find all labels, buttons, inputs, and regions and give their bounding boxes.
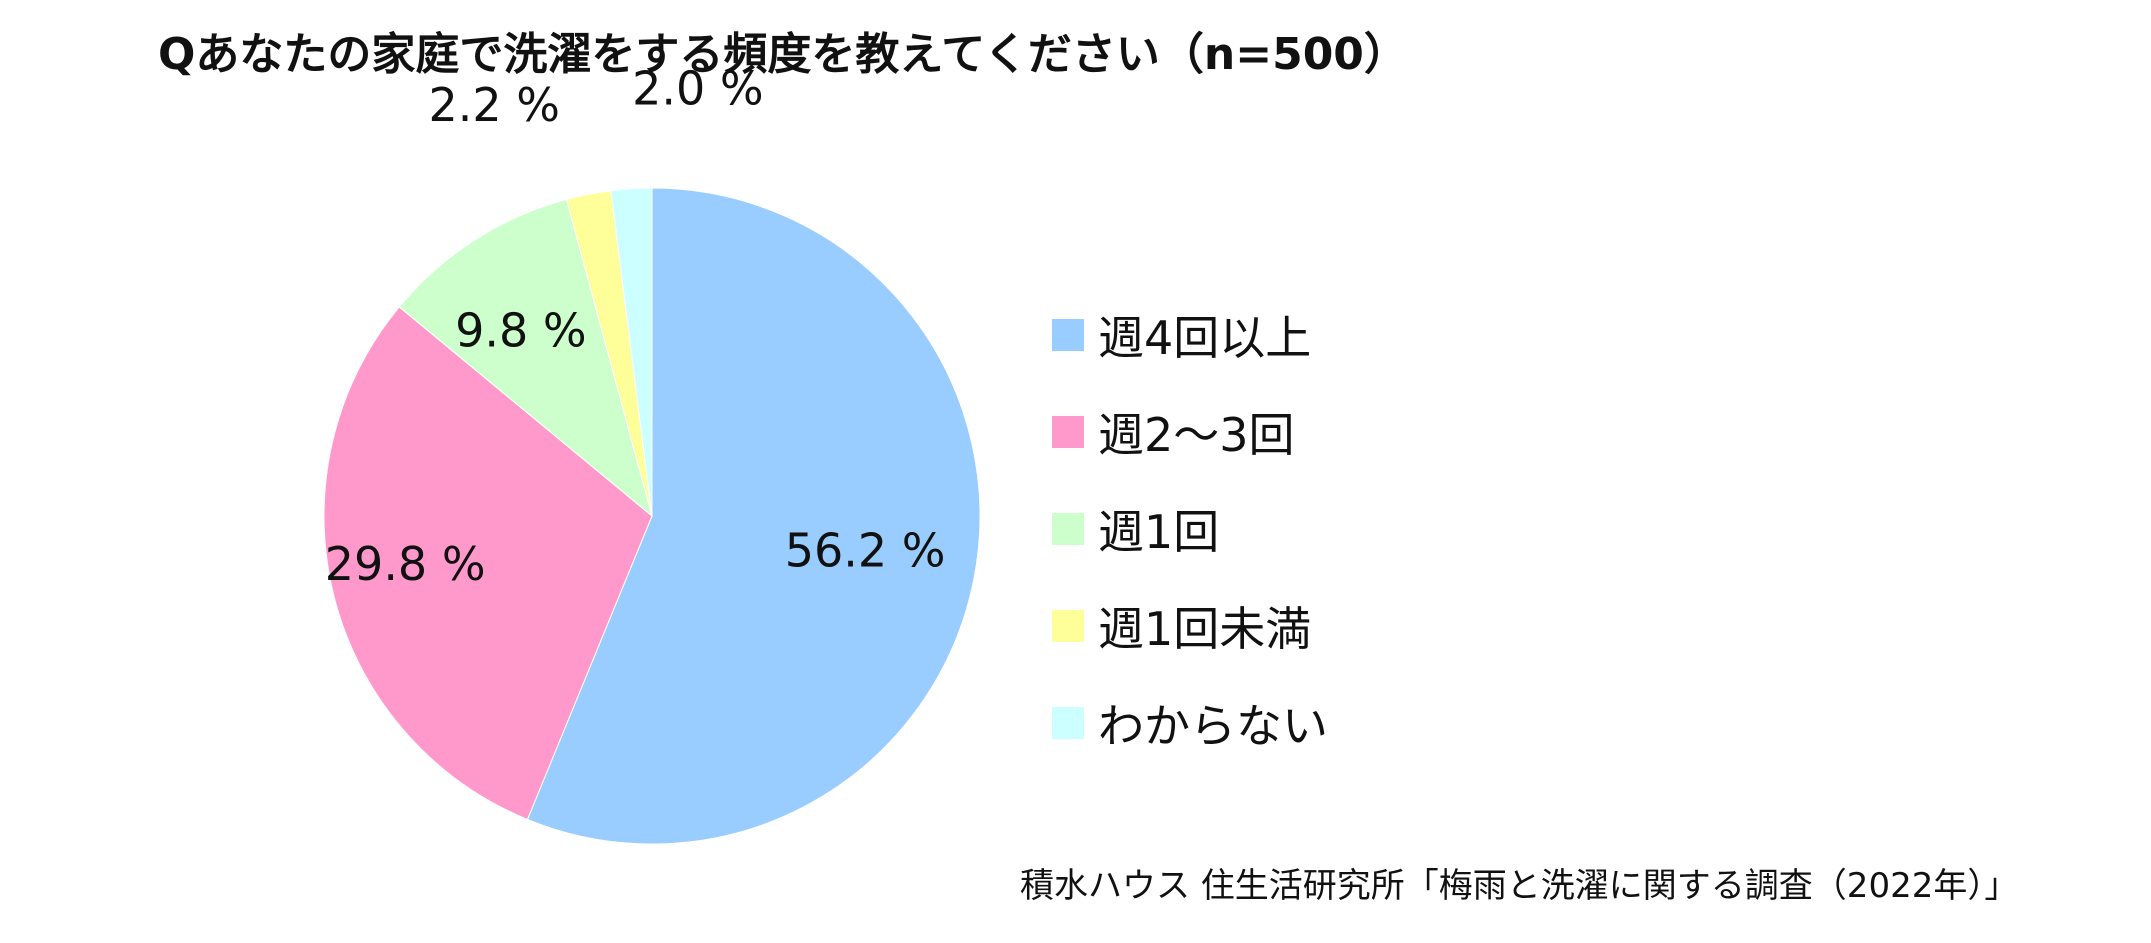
pie-slice [526, 187, 981, 845]
legend-item: 週1回 [1052, 480, 1328, 577]
legend-swatch [1052, 415, 1084, 448]
slice-value-label: 2.2 % [428, 78, 560, 132]
source-note: 積水ハウス 住生活研究所「梅雨と洗濯に関する調査（2022年）」 [1020, 866, 2019, 906]
pie-slice [398, 198, 653, 518]
legend-swatch [1052, 512, 1084, 545]
legend-swatch [1052, 609, 1084, 642]
legend-label: 週1回未満 [1098, 601, 1312, 656]
legend-item: わからない [1052, 674, 1328, 771]
pie-slices [323, 187, 981, 845]
slice-value-label: 29.8 % [325, 537, 486, 591]
legend-label: 週1回 [1098, 504, 1220, 559]
slice-value-label: 9.8 % [455, 303, 587, 357]
slice-value-label: 2.0 % [632, 61, 764, 115]
pie-slice [610, 187, 653, 517]
legend-label: わからない [1098, 698, 1328, 753]
legend-item: 週2〜3回 [1052, 383, 1328, 480]
legend: 週4回以上週2〜3回週1回週1回未満わからない [1052, 286, 1328, 771]
legend-item: 週4回以上 [1052, 286, 1328, 383]
slice-value-label: 56.2 % [785, 524, 946, 578]
legend-label: 週4回以上 [1098, 310, 1312, 365]
legend-item: 週1回未満 [1052, 577, 1328, 674]
pie-slice [323, 306, 653, 821]
legend-label: 週2〜3回 [1098, 407, 1295, 462]
legend-swatch [1052, 706, 1084, 739]
legend-swatch [1052, 318, 1084, 351]
chart-title: Qあなたの家庭で洗濯をする頻度を教えてください（n=500） [158, 29, 1408, 80]
pie-value-labels: 56.2 % 29.8 % 9.8 % 2.2 % 2.0 % [325, 61, 946, 591]
